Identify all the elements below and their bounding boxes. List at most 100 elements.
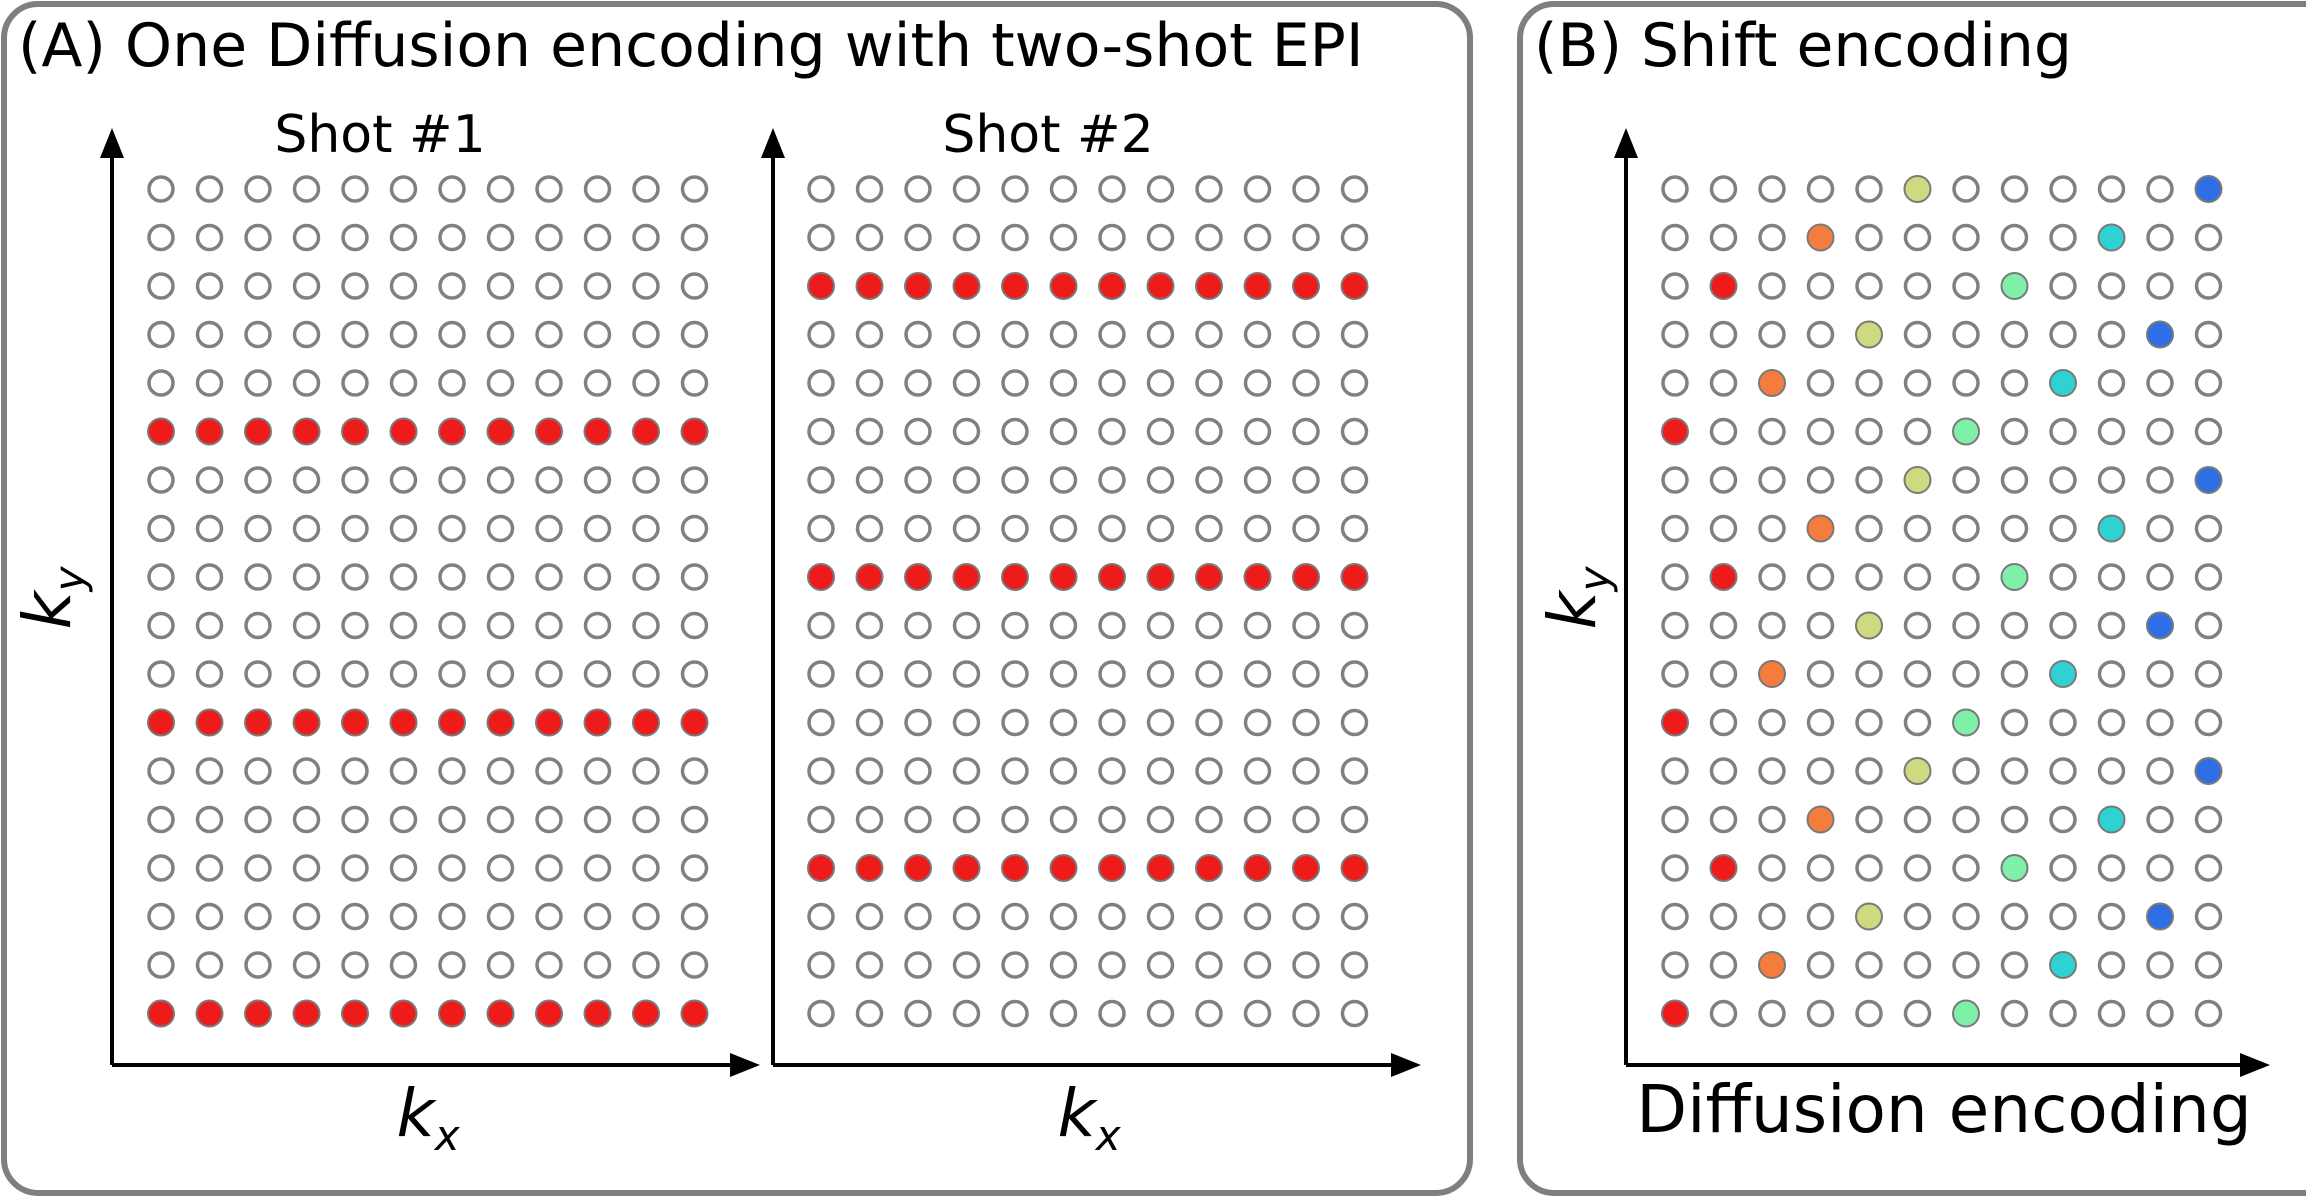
shot-1-open-dot [147,660,175,688]
shot-2-open-dot [1195,805,1223,834]
shot-2-open-dot [1098,611,1126,640]
shot-1-open-dot [147,757,175,785]
shift-open-dot [2146,417,2174,446]
shift-filled-dot [1855,611,1883,640]
shot-2-open-dot [1001,999,1029,1028]
shot-1-open-dot [341,951,369,979]
shot-2-filled-dot [1340,272,1369,300]
shot-1-open-dot [438,223,466,252]
shot-2-open-dot [1049,417,1078,446]
shot-1-filled-dot [147,417,175,446]
shot-1-open-dot [389,272,418,300]
shift-open-dot [2097,175,2126,203]
shot-2-open-dot [1049,175,1078,203]
shot-2-open-dot [807,223,835,252]
shift-open-dot [2194,708,2223,737]
shot-1-open-dot [195,660,224,688]
shift-open-dot [1952,223,1980,252]
panel-b-xlabel: Diffusion encoding [1636,1071,2251,1148]
shot-2-open-dot [952,611,981,640]
shift-filled-dot [1709,854,1738,882]
shot-2-open-dot [807,999,835,1028]
shot-2-open-dot [1001,757,1029,785]
shot-1-open-dot [583,563,612,591]
shot-1-open-dot [244,757,272,785]
shift-open-dot [2000,951,2029,979]
shot-2-open-dot [1243,466,1272,494]
shift-open-dot [2097,466,2126,494]
shot-2-open-dot [1243,320,1272,349]
shot-1-filled-dot [680,708,709,737]
shot-2-open-dot [1098,999,1126,1028]
shift-open-dot [1758,611,1786,640]
shift-open-dot [1806,563,1835,591]
shot-1-open-dot [244,902,272,931]
shift-open-dot [1903,902,1932,931]
shot-2-open-dot [1146,611,1175,640]
shot-2-open-dot [807,611,835,640]
shot-1-open-dot [341,369,369,397]
shot-2-open-dot [904,951,932,979]
shot-2-open-dot [1292,660,1320,688]
shot-2-open-dot [952,805,981,834]
shot-1-open-dot [389,320,418,349]
shot-2-open-dot [807,660,835,688]
shot-2-open-dot [952,369,981,397]
shot-2-filled-dot [855,272,884,300]
shot-2-open-dot [1146,466,1175,494]
shift-filled-dot [1903,175,1932,203]
shot-2-open-dot [1146,514,1175,543]
shot-2-open-dot [1195,417,1223,446]
shift-filled-dot [1758,660,1786,688]
shot-1-open-dot [680,320,709,349]
shot-2-open-dot [952,223,981,252]
shot-1-filled-dot [486,417,515,446]
shot-2-open-dot [904,369,932,397]
shot-1-open-dot [535,369,563,397]
shot-1-open-dot [680,854,709,882]
shot-1-open-dot [486,902,515,931]
shot-2-filled-dot [1049,563,1078,591]
shot-1-open-dot [195,611,224,640]
shot-1-open-dot [535,611,563,640]
shift-filled-dot [1758,951,1786,979]
shift-open-dot [2146,272,2174,300]
shift-filled-dot [1709,563,1738,591]
shot-2-open-dot [1049,902,1078,931]
panel-a-xlabel-main-1: k [396,1075,437,1152]
panel-b-ylabel: ky [1534,565,1619,629]
shift-open-dot [1952,563,1980,591]
shot-2-open-dot [1001,417,1029,446]
shot-2-open-dot [855,175,884,203]
shot-1-filled-dot [389,417,418,446]
shift-open-dot [2097,320,2126,349]
shot-1-filled-dot [486,708,515,737]
shift-filled-dot [1661,417,1689,446]
shift-open-dot [1806,757,1835,785]
shift-open-dot [2146,951,2174,979]
shot-2-filled-dot [855,563,884,591]
shot-2-open-dot [1195,369,1223,397]
shift-filled-dot [2146,611,2174,640]
shot-2-filled-dot [952,854,981,882]
shot-2-filled-dot [1292,854,1320,882]
shot-2-open-dot [1340,902,1369,931]
shot-2-filled-dot [1049,272,1078,300]
shift-open-dot [1952,757,1980,785]
shot-2-open-dot [855,369,884,397]
shift-open-dot [1661,757,1689,785]
shot-1-filled-dot [632,999,660,1028]
shot-2-open-dot [1340,660,1369,688]
shot-2-open-dot [1049,320,1078,349]
shot-1-open-dot [389,951,418,979]
shift-open-dot [2000,611,2029,640]
shot-1-open-dot [438,902,466,931]
shift-open-dot [1806,708,1835,737]
shot-2-open-dot [855,999,884,1028]
shot-2-filled-dot [807,854,835,882]
shift-filled-dot [2146,320,2174,349]
shot-2-open-dot [1243,223,1272,252]
shot-1-open-dot [147,175,175,203]
svg-text:ky: ky [9,565,94,629]
shot-2-open-dot [1049,223,1078,252]
